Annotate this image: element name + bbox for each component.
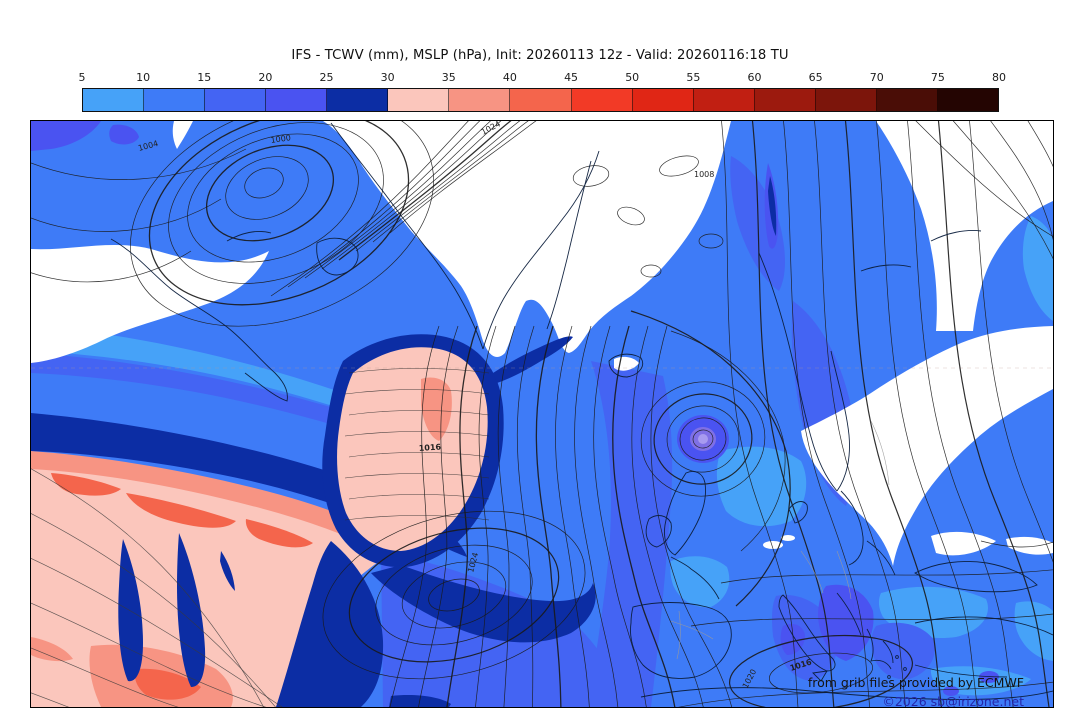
colorbar-segment — [144, 89, 206, 111]
colorbar-segment — [388, 89, 450, 111]
colorbar-tick-label: 35 — [441, 71, 456, 84]
country-border-layer — [670, 420, 890, 660]
colorbar-segment — [632, 89, 694, 111]
pressure-label: 1008 — [694, 170, 714, 179]
colorbar-tick-label: 65 — [808, 71, 823, 84]
colorbar-tick-label: 25 — [319, 71, 334, 84]
colorbar-tick-label: 50 — [625, 71, 640, 84]
colorbar-tick-label: 30 — [380, 71, 395, 84]
colorbar-tick-label: 80 — [992, 71, 1006, 84]
colorbar-ticks: 5 10 15 20 25 30 35 40 45 50 55 60 65 70 75 80 — [78, 71, 1007, 85]
colorbar-segment — [815, 89, 877, 111]
attribution-copyright: ©2026 sb@irizone.net — [882, 694, 1024, 707]
attribution-source: from grib files provided by ECMWF — [808, 675, 1024, 690]
pressure-label: 1000 — [270, 133, 291, 145]
colorbar-tick-label: 20 — [258, 71, 273, 84]
colorbar-segment — [83, 89, 145, 111]
map-svg: 1004 1000 1024 1008 1016 1024 1016 1020 … — [31, 121, 1053, 707]
colorbar-tick-label: 55 — [686, 71, 701, 84]
coastline-layer — [110, 122, 1053, 700]
colorbar-segment — [327, 89, 389, 111]
colorbar-segment — [266, 89, 328, 111]
colorbar: 5 10 15 20 25 30 35 40 45 50 55 60 65 70 75 80 — [79, 71, 1006, 112]
colorbar-tick-label: 45 — [564, 71, 579, 84]
colorbar-segment — [571, 89, 633, 111]
colorbar-segment — [449, 89, 511, 111]
colorbar-tick-label: 40 — [502, 71, 517, 84]
pressure-label: 1016 — [419, 442, 442, 453]
colorbar-tick-label: 5 — [78, 71, 86, 84]
colorbar-segment — [754, 89, 816, 111]
colorbar-tick-label: 60 — [747, 71, 762, 84]
colorbar-tick-label: 10 — [136, 71, 151, 84]
colorbar-tick-label: 75 — [930, 71, 945, 84]
colorbar-tick-label: 15 — [197, 71, 212, 84]
figure-title: IFS - TCWV (mm), MSLP (hPa), Init: 20260… — [291, 48, 789, 63]
colorbar-segment — [510, 89, 572, 111]
colorbar-segment — [205, 89, 267, 111]
colorbar-tick-label: 70 — [869, 71, 884, 84]
colorbar-segment — [937, 89, 998, 111]
map-canvas: 1004 1000 1024 1008 1016 1024 1016 1020 … — [30, 120, 1054, 708]
mslp-contour-layer — [31, 121, 1053, 707]
colorbar-segments — [82, 88, 999, 112]
colorbar-segment — [876, 89, 938, 111]
colorbar-segment — [693, 89, 755, 111]
